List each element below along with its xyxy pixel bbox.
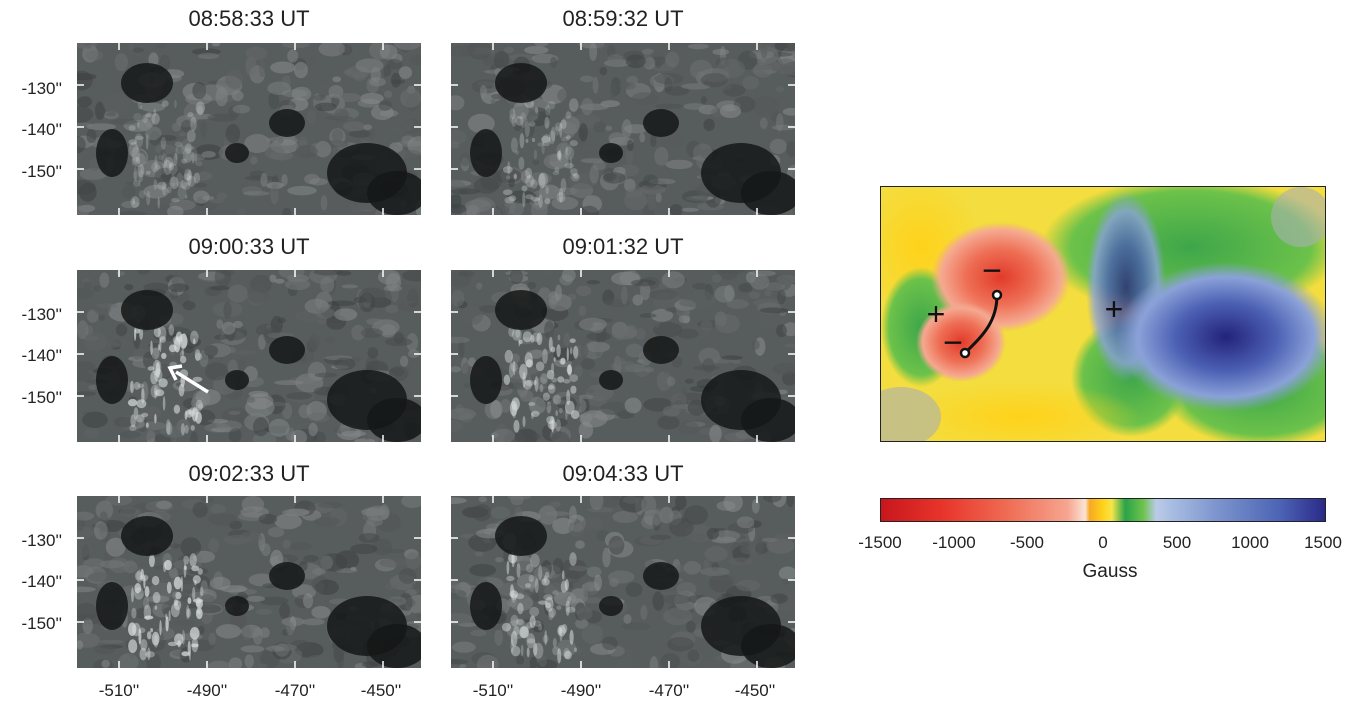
panel-title-4: 09:01:32 UT — [562, 234, 684, 259]
magnetogram-image: − − + + — [880, 186, 1326, 442]
y-tick-label: -140'' — [21, 346, 62, 365]
polarity-minus-2: − — [943, 324, 963, 362]
colorbar-tick-label: 1500 — [1304, 533, 1342, 552]
image-panel-1 — [77, 43, 421, 215]
x-tick-label: -470'' — [648, 681, 690, 700]
colorbar-tick-label: 1000 — [1231, 533, 1269, 552]
x-tick-label: -490'' — [186, 681, 228, 700]
polarity-minus-1: − — [982, 252, 1002, 290]
image-panel-3 — [77, 270, 421, 442]
image-panel-5 — [77, 496, 421, 668]
x-tick-label: -510'' — [98, 681, 140, 700]
colorbar-tick-label: 500 — [1162, 533, 1192, 552]
colorbar-tick-label: -1500 — [858, 533, 902, 552]
y-tick-label: -130'' — [21, 79, 62, 98]
x-tick-label: -450'' — [360, 681, 402, 700]
x-tick-label: -510'' — [472, 681, 514, 700]
colorbar — [880, 498, 1326, 522]
colorbar-tick-label: 0 — [1098, 533, 1108, 552]
panel-title-3: 09:00:33 UT — [188, 234, 310, 259]
panel-title-5: 09:02:33 UT — [188, 461, 310, 486]
panel-title-1: 08:58:33 UT — [188, 6, 310, 31]
image-panel-4 — [451, 270, 795, 442]
y-tick-label: -150'' — [21, 162, 62, 181]
panel-title-6: 09:04:33 UT — [562, 461, 684, 486]
panel-title-2: 08:59:32 UT — [562, 6, 684, 31]
x-tick-label: -470'' — [274, 681, 316, 700]
x-tick-label: -490'' — [560, 681, 602, 700]
y-tick-label: -130'' — [21, 531, 62, 550]
image-panel-2 — [451, 43, 795, 215]
colorbar-label: Gauss — [1082, 561, 1138, 582]
polarity-plus-2: + — [1105, 291, 1124, 327]
y-tick-label: -140'' — [21, 572, 62, 591]
y-tick-label: -130'' — [21, 305, 62, 324]
y-tick-label: -150'' — [21, 388, 62, 407]
y-tick-label: -150'' — [21, 614, 62, 633]
y-tick-label: -140'' — [21, 120, 62, 139]
x-tick-label: -450'' — [734, 681, 776, 700]
polarity-plus-1: + — [927, 296, 946, 332]
colorbar-tick-label: -500 — [1009, 533, 1045, 552]
image-panel-6 — [451, 496, 795, 668]
colorbar-tick-label: -1000 — [932, 533, 976, 552]
